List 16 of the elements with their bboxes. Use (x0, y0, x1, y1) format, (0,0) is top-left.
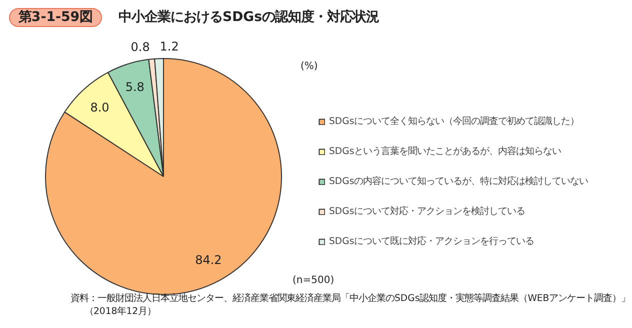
text: (%) (300, 61, 318, 72)
legend-label: SDGsについて全く知らない（今回の調査で初めて認識した） (329, 115, 580, 128)
data-label: 0.8 (130, 40, 150, 54)
legend-label: SDGsについて対応・アクションを検討している (329, 205, 526, 218)
data-label: 5.8 (125, 80, 144, 94)
text: （2018年12月） (84, 306, 156, 317)
data-label: 84.2 (195, 253, 222, 268)
data-label: 8.0 (90, 100, 110, 114)
legend-label: SDGsについて既に対応・アクションを行っている (329, 235, 534, 248)
data-label: 1.2 (160, 40, 179, 54)
legend-label: SDGsという言葉を聞いたことがあるが、内容は知らない (329, 145, 562, 158)
text: 資料：一般財団法人日本立地センター、経済産業省関東経済産業局「中小企業のSDGs認知度・実態等調査結果（WEBアンケート調査）」 (70, 293, 630, 304)
chart-subtitle: 中小企業におけるSDGsの認知度・対応状況 (118, 9, 380, 25)
legend-label: SDGsの内容について知っているが、特に対応は検討していない (329, 175, 588, 188)
text: (n=500) (292, 275, 334, 286)
chart-title: 第3-1-59図 (17, 10, 93, 25)
